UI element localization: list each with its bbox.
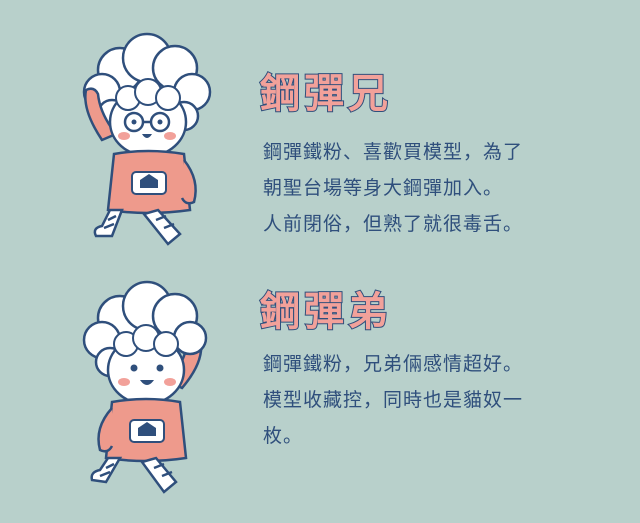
older-brother-description: 鋼彈鐵粉、喜歡買模型，為了 朝聖台場等身大鋼彈加入。 人前閉俗，但熟了就很毒舌。 <box>263 134 593 242</box>
description-line: 人前閉俗，但熟了就很毒舌。 <box>263 213 524 235</box>
profile-older-brother: 鋼彈兄 鋼彈鐵粉、喜歡買模型，為了 朝聖台場等身大鋼彈加入。 人前閉俗，但熟了就… <box>0 30 640 260</box>
description-line: 模型收藏控，同時也是貓奴一 <box>263 389 524 411</box>
profile-younger-brother: 鋼彈弟 鋼彈鐵粉，兄弟倆感情超好。 模型收藏控，同時也是貓奴一 枚。 <box>0 278 640 508</box>
description-line: 鋼彈鐵粉，兄弟倆感情超好。 <box>263 353 524 375</box>
older-brother-name: 鋼彈兄 <box>259 70 392 118</box>
younger-brother-name: 鋼彈弟 <box>259 288 392 336</box>
description-line: 朝聖台場等身大鋼彈加入。 <box>263 177 504 199</box>
older-brother-avatar-illustration <box>72 30 222 250</box>
younger-brother-avatar-illustration <box>72 278 222 498</box>
description-line: 鋼彈鐵粉、喜歡買模型，為了 <box>263 141 524 163</box>
younger-brother-description: 鋼彈鐵粉，兄弟倆感情超好。 模型收藏控，同時也是貓奴一 枚。 <box>263 346 593 454</box>
description-line: 枚。 <box>263 425 304 447</box>
